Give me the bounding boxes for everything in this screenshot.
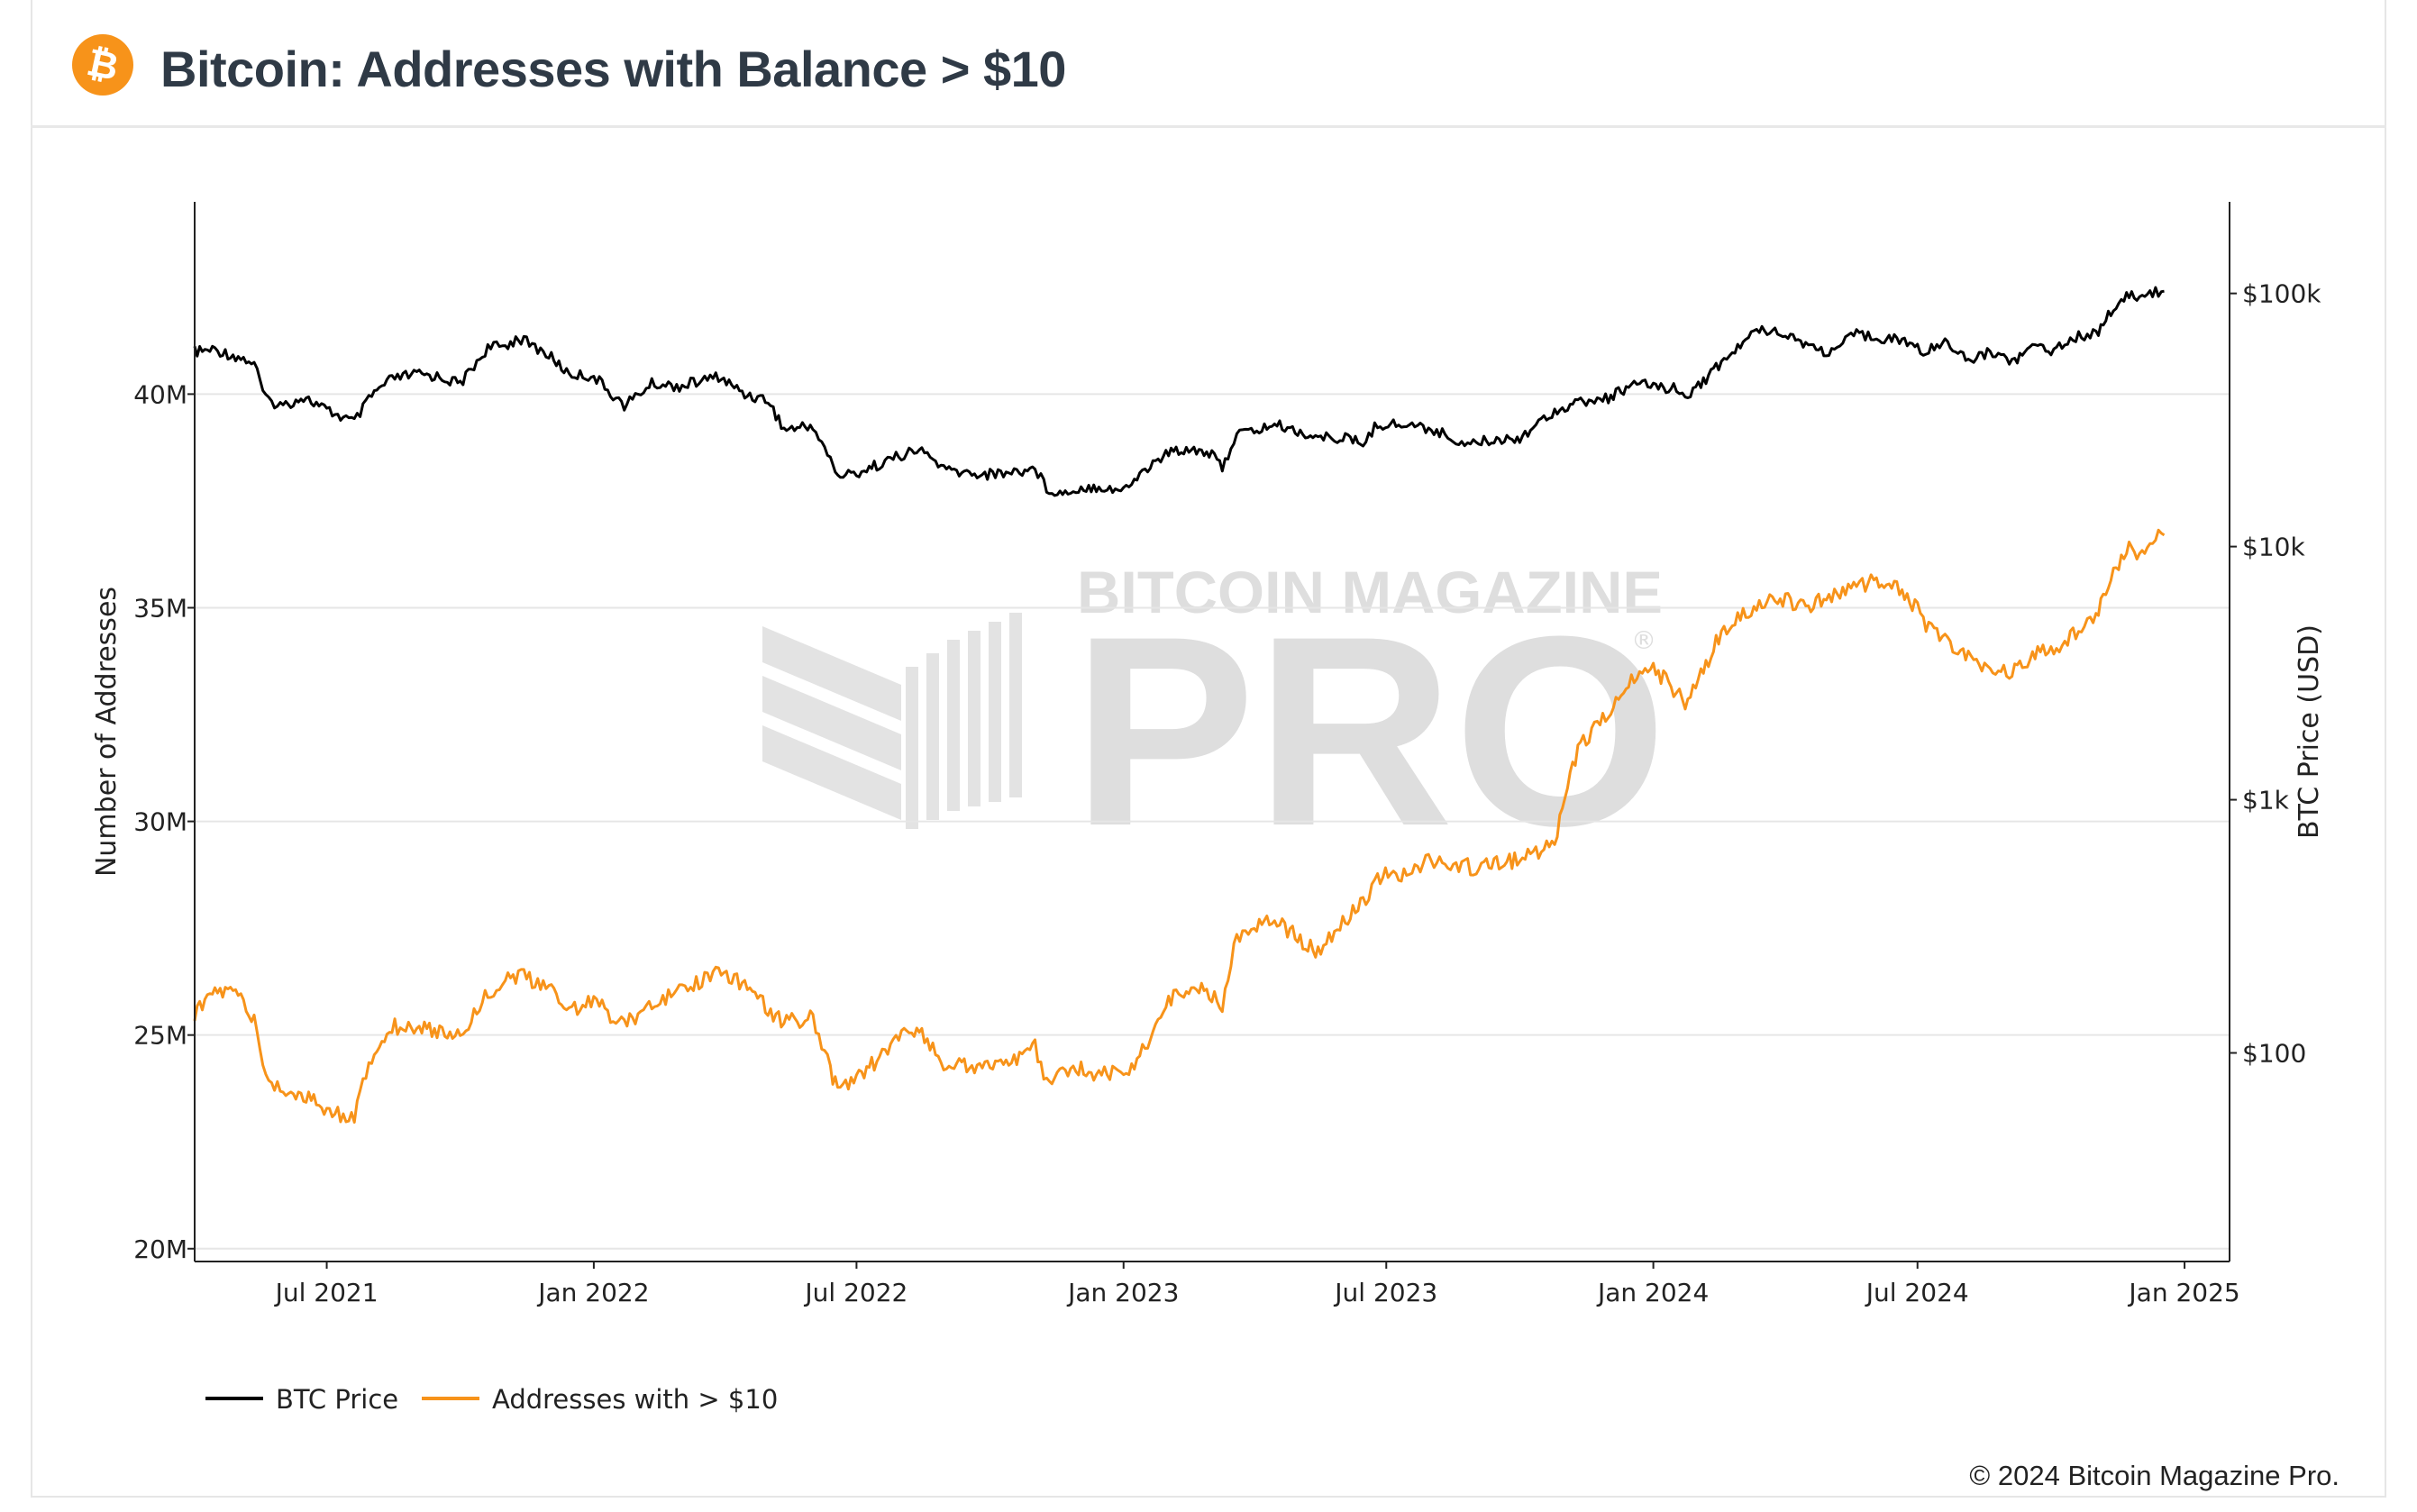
watermark-main-text: PRO bbox=[1072, 579, 1667, 882]
legend-item-btc-price[interactable]: BTC Price bbox=[205, 1384, 398, 1415]
x-tick-label: Jan 2022 bbox=[536, 1278, 649, 1307]
addresses-line[interactable] bbox=[193, 528, 2166, 1124]
copyright-text: © 2024 Bitcoin Magazine Pro. bbox=[1969, 1460, 2339, 1491]
legend-item-addresses[interactable]: Addresses with > $10 bbox=[422, 1384, 778, 1415]
x-tick-label: Jul 2024 bbox=[1865, 1278, 1969, 1307]
x-tick-label: Jul 2022 bbox=[803, 1278, 908, 1307]
watermark-logo-icon bbox=[762, 613, 1022, 829]
watermark: BITCOIN MAGAZINE PRO ® bbox=[762, 559, 1667, 882]
page-title: Bitcoin: Addresses with Balance > $10 bbox=[160, 41, 1066, 97]
y-axis-label: Number of Addresses bbox=[91, 587, 123, 877]
y-tick-label: 25M bbox=[133, 1021, 187, 1051]
y2-axis-label: BTC Price (USD) bbox=[2294, 624, 2325, 839]
y2-tick-label: $100k bbox=[2242, 279, 2321, 309]
x-tick-label: Jul 2023 bbox=[1333, 1278, 1437, 1307]
series-layer bbox=[193, 286, 2166, 1124]
legend: BTC Price Addresses with > $10 bbox=[205, 1384, 778, 1415]
watermark-top-text: BITCOIN MAGAZINE bbox=[1077, 559, 1663, 625]
y-tick-label: 30M bbox=[133, 807, 187, 837]
y-tick-label: 40M bbox=[133, 379, 187, 409]
x-axis-ticks: Jul 2021 Jan 2022 Jul 2022 Jan 2023 Jul 2023… bbox=[274, 1262, 2240, 1307]
right-axis-ticks: $100 $1k $10k $100k bbox=[2230, 279, 2321, 1069]
gridlines bbox=[195, 393, 2230, 1250]
x-tick-label: Jan 2025 bbox=[2127, 1278, 2239, 1307]
btc-price-line[interactable] bbox=[193, 286, 2165, 497]
chart-header bbox=[31, 0, 2386, 128]
x-tick-label: Jan 2023 bbox=[1066, 1278, 1179, 1307]
legend-label-addresses: Addresses with > $10 bbox=[492, 1384, 778, 1415]
bitcoin-icon: ₿ bbox=[72, 34, 133, 96]
watermark-mark: ® bbox=[1631, 625, 1656, 655]
y2-tick-label: $10k bbox=[2242, 533, 2305, 562]
x-tick-label: Jan 2024 bbox=[1596, 1278, 1709, 1307]
left-axis-ticks: 20M 25M 30M 35M 40M bbox=[133, 379, 195, 1264]
legend-label-btc-price: BTC Price bbox=[276, 1384, 398, 1415]
y-tick-label: 35M bbox=[133, 593, 187, 623]
y-tick-label: 20M bbox=[133, 1234, 187, 1264]
x-tick-label: Jul 2021 bbox=[274, 1278, 379, 1307]
y2-tick-label: $100 bbox=[2242, 1039, 2306, 1069]
y2-tick-label: $1k bbox=[2242, 786, 2290, 815]
